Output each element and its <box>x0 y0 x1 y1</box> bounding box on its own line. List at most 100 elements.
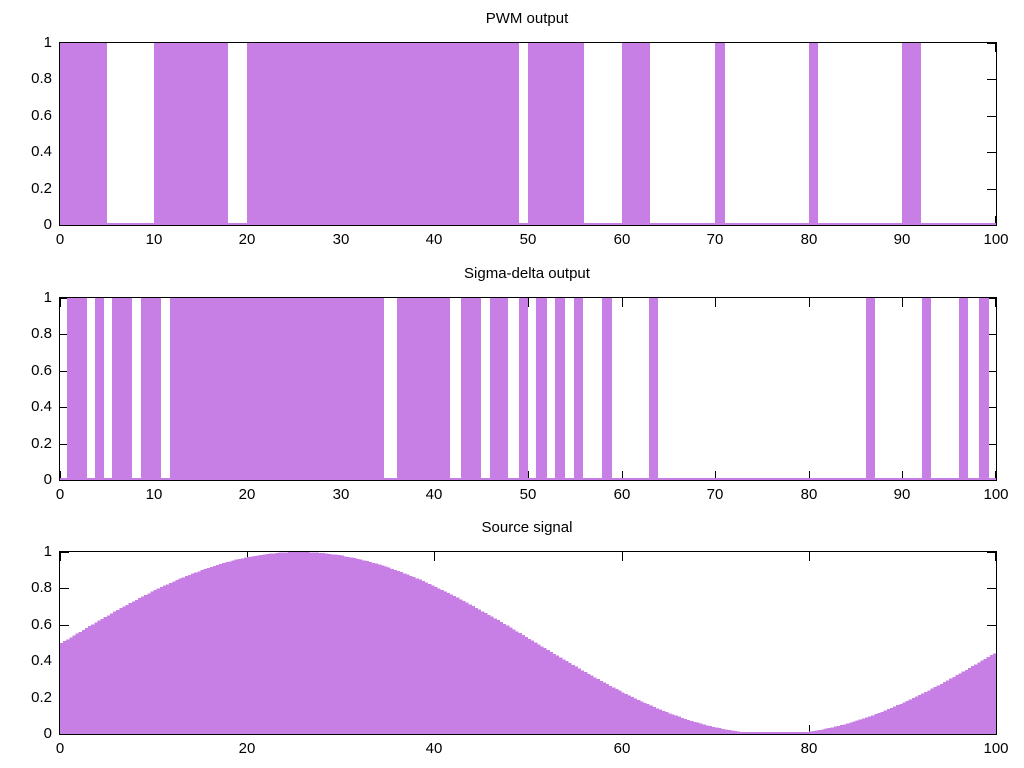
y-tick-mark <box>987 79 996 80</box>
y-tick-label: 0.4 <box>31 398 52 415</box>
pulse-bar <box>518 298 528 480</box>
y-tick-label: 0.6 <box>31 362 52 379</box>
pulse-bar <box>141 298 162 480</box>
pulse-bar <box>94 298 104 480</box>
y-tick-mark <box>987 189 996 190</box>
pulse-bar <box>555 298 565 480</box>
pulse-bar <box>489 298 509 480</box>
pwm-plot-title: PWM output <box>485 10 569 27</box>
sigma-delta-plot-title: Sigma-delta output <box>464 265 590 282</box>
x-tick-label: 40 <box>425 740 443 757</box>
y-tick-mark <box>60 552 69 553</box>
y-tick-label: 1 <box>43 289 52 306</box>
y-tick-mark <box>987 552 996 553</box>
x-tick-mark <box>809 471 810 480</box>
pulse-bar <box>60 43 107 225</box>
sigma-delta-plot-area: 0 10 20 30 40 50 60 70 80 90 100 0 0.2 0.4 0.6 0.8 1 <box>31 289 1008 503</box>
x-tick-label: 100 <box>983 486 1009 503</box>
pulse-bar <box>536 298 547 480</box>
pulse-bar <box>396 298 451 480</box>
y-tick-label: 0.8 <box>31 579 52 596</box>
x-tick-mark <box>995 216 996 225</box>
pulse-bar <box>170 298 384 480</box>
x-tick-label: 80 <box>800 486 818 503</box>
y-tick-mark <box>987 334 996 335</box>
x-tick-mark <box>902 471 903 480</box>
zero-baseline <box>60 478 996 480</box>
pulse-bar <box>808 43 819 225</box>
pulse-bar <box>247 43 519 225</box>
y-tick-label: 0.6 <box>31 616 52 633</box>
x-tick-label: 30 <box>332 486 350 503</box>
x-tick-mark <box>60 552 61 561</box>
x-tick-label: 30 <box>332 231 350 248</box>
y-tick-label: 0.4 <box>31 652 52 669</box>
y-tick-mark <box>60 334 69 335</box>
x-tick-label: 80 <box>800 231 818 248</box>
pulse-bar <box>528 43 585 225</box>
pulse-bar <box>112 298 133 480</box>
y-tick-mark <box>60 407 69 408</box>
pulse-bar <box>958 298 968 480</box>
y-tick-mark <box>60 444 69 445</box>
x-tick-mark <box>995 298 996 307</box>
x-tick-mark <box>809 552 810 561</box>
x-tick-mark <box>528 298 529 307</box>
x-tick-label: 20 <box>238 740 256 757</box>
x-tick-label: 60 <box>613 740 631 757</box>
y-tick-mark <box>987 444 996 445</box>
source-plot-title: Source signal <box>481 519 573 536</box>
y-tick-label: 0 <box>43 725 52 742</box>
x-tick-label: 10 <box>145 486 163 503</box>
y-tick-label: 0.2 <box>31 689 52 706</box>
x-tick-label: 90 <box>893 486 911 503</box>
y-tick-mark <box>987 407 996 408</box>
x-tick-mark <box>434 552 435 561</box>
y-tick-label: 0.2 <box>31 180 52 197</box>
y-tick-label: 1 <box>43 34 52 51</box>
y-tick-label: 0.4 <box>31 143 52 160</box>
pulse-bar <box>648 298 659 480</box>
pulse-bar <box>621 43 650 225</box>
x-tick-mark <box>60 298 61 307</box>
y-tick-label: 0.8 <box>31 325 52 342</box>
pulse-bar <box>902 43 922 225</box>
x-tick-label: 70 <box>706 486 724 503</box>
pwm-plot-area: 0 10 20 30 40 50 60 70 80 90 100 0 0.2 0.4 0.6 0.8 1 <box>31 34 1008 248</box>
y-tick-label: 1 <box>43 543 52 560</box>
pulse-bar <box>66 298 88 480</box>
x-tick-mark <box>247 552 248 561</box>
pulse-bar <box>601 298 613 480</box>
y-tick-mark <box>987 588 996 589</box>
x-tick-mark <box>715 298 716 307</box>
x-tick-label: 0 <box>55 486 65 503</box>
y-tick-mark <box>987 116 996 117</box>
x-tick-label: 0 <box>55 231 65 248</box>
x-tick-mark <box>715 471 716 480</box>
x-tick-mark <box>809 298 810 307</box>
x-tick-mark <box>902 298 903 307</box>
x-tick-mark <box>809 725 810 734</box>
pulse-bar <box>865 298 876 480</box>
y-tick-mark <box>987 43 996 44</box>
x-tick-mark <box>995 471 996 480</box>
x-tick-mark <box>622 298 623 307</box>
x-tick-label: 90 <box>893 231 911 248</box>
y-tick-label: 0.8 <box>31 70 52 87</box>
x-tick-label: 100 <box>983 231 1009 248</box>
x-tick-label: 40 <box>425 231 443 248</box>
zero-baseline <box>60 732 996 734</box>
y-tick-label: 0.2 <box>31 435 52 452</box>
x-tick-mark <box>528 471 529 480</box>
source-plot-area: 0 20 40 60 80 100 0 0.2 0.4 0.6 0.8 1 <box>31 543 1008 757</box>
pulse-bar <box>979 298 989 480</box>
y-tick-mark <box>60 588 69 589</box>
y-tick-mark <box>987 371 996 372</box>
y-tick-label: 0 <box>43 216 52 233</box>
x-tick-label: 20 <box>238 486 256 503</box>
y-tick-mark <box>987 625 996 626</box>
pulse-bar <box>153 43 229 225</box>
source-area-fill <box>60 552 996 734</box>
x-tick-label: 60 <box>613 231 631 248</box>
